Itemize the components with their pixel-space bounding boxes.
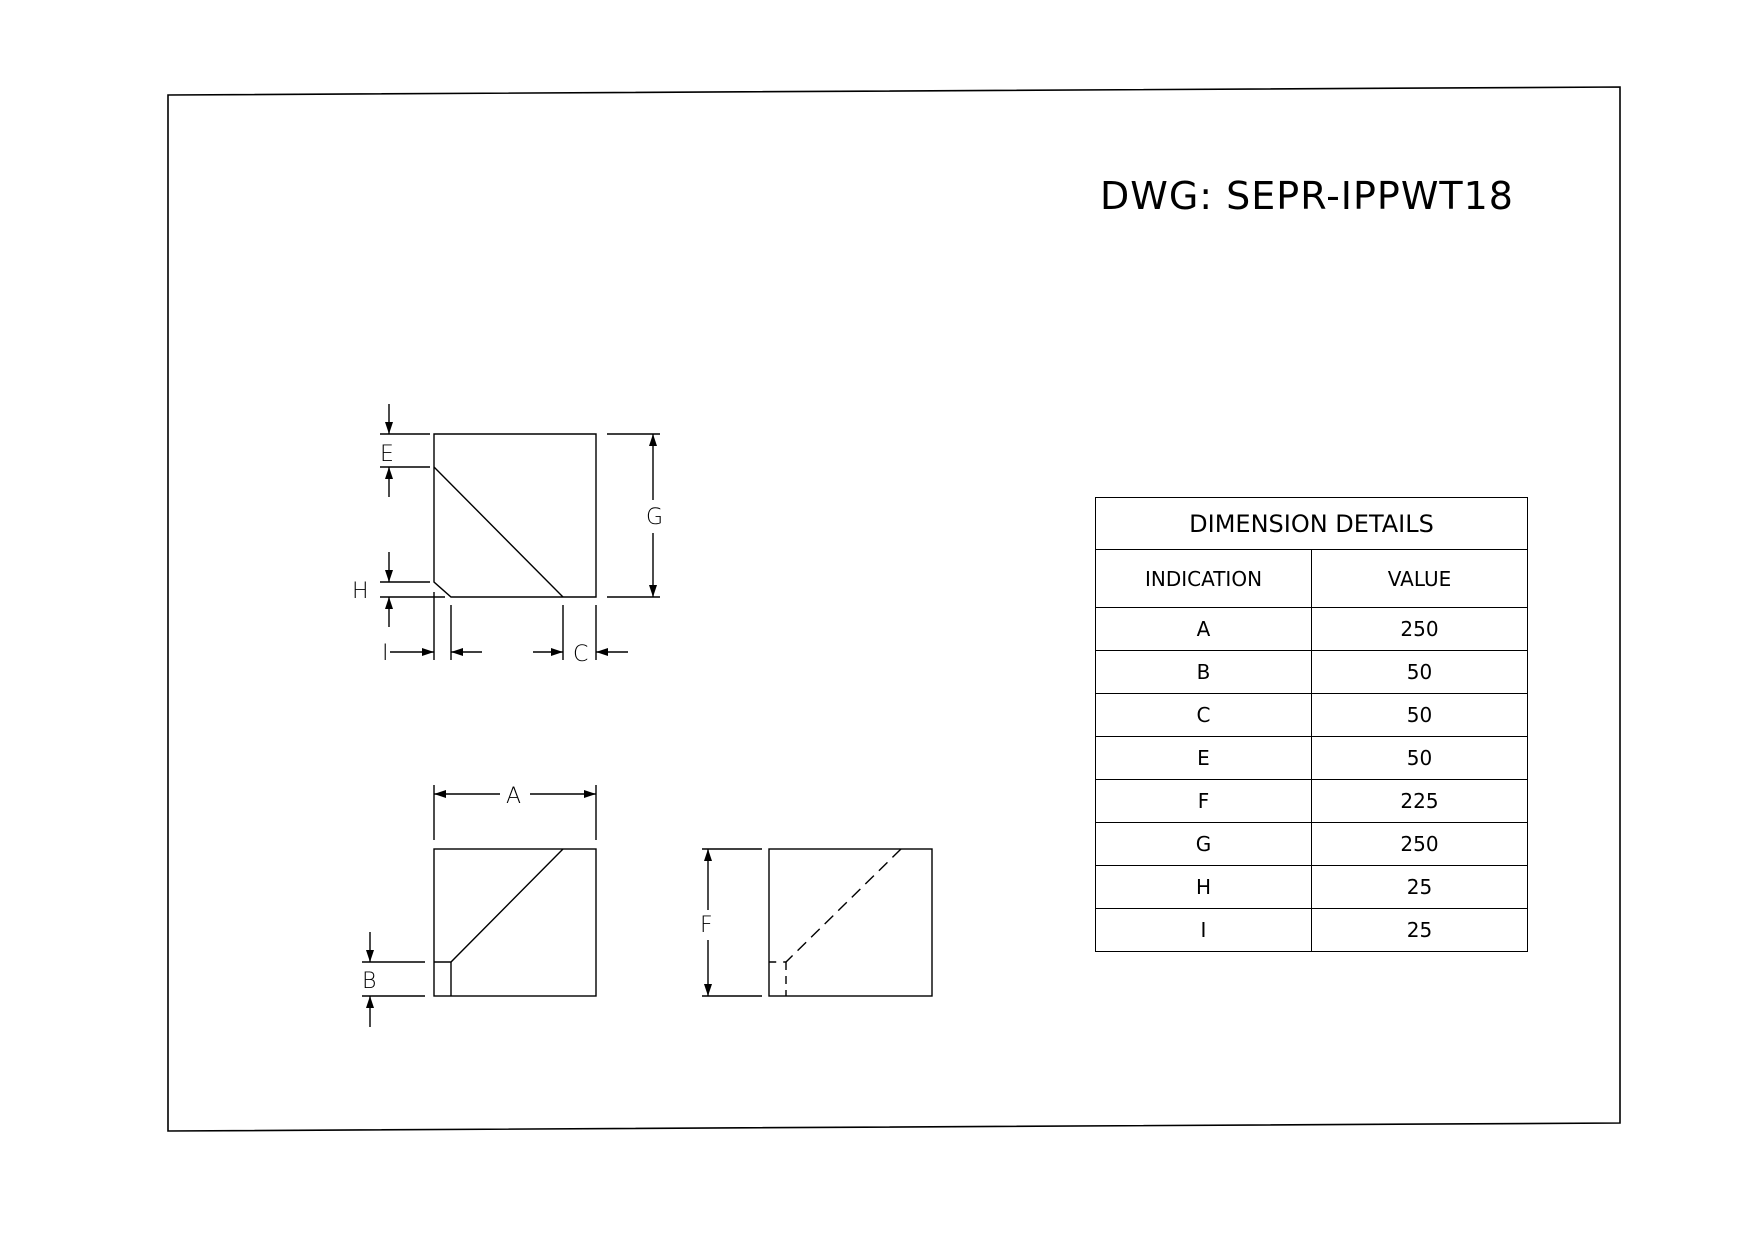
label-g: G bbox=[646, 505, 663, 530]
value-cell: 225 bbox=[1311, 779, 1528, 823]
table-row: F 225 bbox=[1095, 779, 1528, 823]
label-b: B bbox=[362, 969, 376, 994]
indication-cell: E bbox=[1095, 736, 1312, 780]
front-view-outline bbox=[433, 848, 597, 997]
drawing-title: DWG: SEPR-IPPWT18 bbox=[1100, 174, 1514, 218]
indication-cell: F bbox=[1095, 779, 1312, 823]
indication-cell: B bbox=[1095, 650, 1312, 694]
column-header-value: VALUE bbox=[1311, 549, 1528, 608]
top-view-outline bbox=[433, 433, 597, 598]
indication-cell: I bbox=[1095, 908, 1312, 952]
indication-cell: G bbox=[1095, 822, 1312, 866]
dimension-c bbox=[533, 605, 628, 660]
side-view bbox=[768, 848, 933, 997]
label-f: F bbox=[700, 913, 713, 938]
dimension-a bbox=[433, 785, 597, 840]
table-row: B 50 bbox=[1095, 650, 1528, 694]
value-cell: 25 bbox=[1311, 908, 1528, 952]
label-c: C bbox=[573, 642, 588, 667]
front-view-diagonal bbox=[434, 848, 564, 963]
column-header-indication: INDICATION bbox=[1095, 549, 1312, 608]
value-cell: 50 bbox=[1311, 693, 1528, 737]
table-row: A 250 bbox=[1095, 607, 1528, 651]
top-view bbox=[433, 433, 597, 598]
front-view bbox=[433, 848, 597, 997]
table-row: H 25 bbox=[1095, 865, 1528, 909]
table-row: E 50 bbox=[1095, 736, 1528, 780]
table-row: G 250 bbox=[1095, 822, 1528, 866]
indication-cell: H bbox=[1095, 865, 1312, 909]
dimension-i bbox=[390, 592, 482, 660]
value-cell: 250 bbox=[1311, 822, 1528, 866]
label-e: E bbox=[380, 442, 394, 467]
table-row: C 50 bbox=[1095, 693, 1528, 737]
dimension-e bbox=[380, 404, 430, 497]
label-h: H bbox=[352, 579, 369, 604]
table-title: DIMENSION DETAILS bbox=[1095, 497, 1528, 550]
side-view-hidden-diagonal bbox=[769, 848, 902, 963]
top-view-diagonal bbox=[433, 466, 564, 598]
dimension-f bbox=[702, 848, 762, 997]
sheet-border bbox=[167, 86, 1621, 1132]
dimension-table: DIMENSION DETAILS INDICATION VALUE A 250… bbox=[1095, 497, 1528, 952]
value-cell: 50 bbox=[1311, 736, 1528, 780]
indication-cell: A bbox=[1095, 607, 1312, 651]
dimension-b bbox=[362, 932, 425, 1027]
label-i: I bbox=[382, 641, 389, 666]
dimension-h bbox=[380, 552, 445, 627]
value-cell: 50 bbox=[1311, 650, 1528, 694]
side-view-outline bbox=[768, 848, 933, 997]
value-cell: 250 bbox=[1311, 607, 1528, 651]
indication-cell: C bbox=[1095, 693, 1312, 737]
value-cell: 25 bbox=[1311, 865, 1528, 909]
table-row: I 25 bbox=[1095, 908, 1528, 952]
label-a: A bbox=[506, 784, 521, 809]
dimension-g bbox=[607, 433, 660, 598]
